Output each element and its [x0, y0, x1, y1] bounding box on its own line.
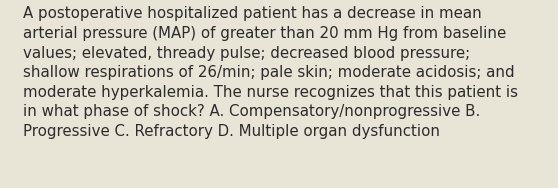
Text: A postoperative hospitalized patient has a decrease in mean
arterial pressure (M: A postoperative hospitalized patient has…	[23, 6, 518, 139]
